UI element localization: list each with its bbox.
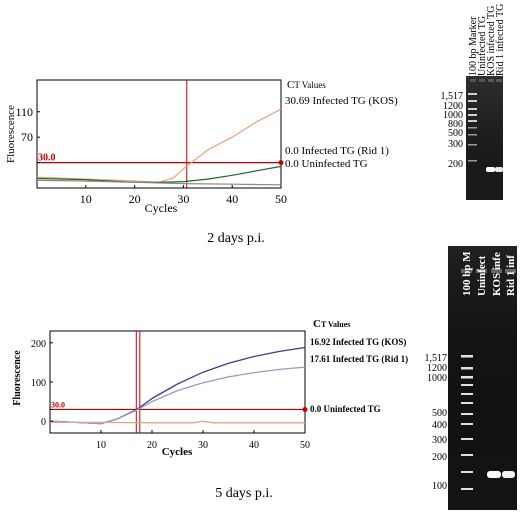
chart-2-ytick-label: 0 [41,417,46,428]
chart-1-legend: CT Values 30.69 Infected TG (KOS) 0.0 In… [285,79,398,170]
chart-2-legend-item-rid1: 17.61 Infected TG (Rid 1) [310,354,408,364]
chart-2-xtick-label: 10 [96,440,106,451]
gel-2-size-500: 500 [432,408,447,419]
gel-1-size-800: 800 [448,119,463,130]
chart-1-series-2 [36,179,282,186]
gel-1-band-rid1 [495,167,503,172]
chart-1-threshold-marker [278,160,284,166]
gel-1-lane-kos: KOS infected TG [486,6,497,76]
chart-2-xtick-label: 40 [249,440,259,451]
chart-1-series-1 [36,165,282,183]
gel-2-band-rid1 [502,471,515,478]
chart-1-legend-title-rest: T Values [294,80,326,90]
chart-1-plot-area [36,79,282,189]
chart-1-legend-item-rid1: 0.0 Infected TG (Rid 1) [285,145,389,157]
panel-1-caption: 2 days p.i. [207,231,265,246]
chart-2-legend-title-c: C [313,318,321,330]
chart-1-xtick-label: 40 [226,192,238,206]
chart-1-xtick-label: 20 [129,192,141,206]
gel-1-size-300: 300 [448,139,463,150]
chart-2-legend: CT Values 16.92 Infected TG (KOS) 17.61 … [310,318,408,414]
gel-1-band-kos [486,167,495,172]
gel-2-lane-marker: 100 bp M [461,251,473,296]
chart-1-ylabel: Fluorescence [5,105,17,163]
chart-2-threshold-marker [302,406,308,412]
svg-text:CT Values: CT Values [313,318,350,330]
chart-2-series-0 [49,346,306,425]
gel-2-band-kos [487,471,501,478]
gel-2: 1,517 1200 1000 500 400 300 200 100 100 … [425,246,517,510]
gel-1-lane-rid1: Rid 1 infected TG [495,4,506,76]
gel-1-size-1517: 1,517 [441,91,464,102]
chart-2-ytick-label: 30.0 [51,400,65,409]
chart-1-ytick-label: 70 [21,130,33,144]
chart-1-xlabel: Cycles [145,201,178,215]
gel-1-size-500: 500 [448,128,463,139]
gel-2-size-1517: 1,517 [425,353,448,364]
gel-2-ladder-bands [461,355,473,490]
chart-1-xtick-label: 50 [275,192,287,206]
chart-2-xtick-label: 20 [147,440,157,451]
chart-1-xtick-label: 10 [80,192,92,206]
chart-2-legend-item-kos: 16.92 Infected TG (KOS) [310,337,406,347]
gel-2-size-400: 400 [432,420,447,431]
gel-2-size-100: 100 [432,481,447,492]
gel-2-lane-kos: KOS infe [491,252,503,296]
chart-2-series-1 [49,366,306,425]
chart-1-series-0 [36,108,282,183]
chart-2-ylabel: Fluorescence [12,350,23,406]
gel-1: 1,517 1200 1000 800 300 200 100 bp Marke… [441,4,506,200]
gel-2-size-1000: 1000 [427,373,447,384]
chart-1-legend-item-uninfected: 0.0 Uninfected TG [285,158,368,170]
svg-text:CT Values: CT Values [287,79,326,91]
gel-1-size-1000: 1000 [443,110,463,121]
gel-2-size-1200: 1200 [427,363,447,374]
gel-2-lane-rid1: Rid 1 inf [505,255,517,296]
gel-1-ladder-bands [468,93,477,162]
chart-2-xtick-label: 50 [300,440,310,451]
chart-1-legend-item-kos: 30.69 Infected TG (KOS) [285,95,398,107]
chart-1-ytick-label: 30.0 [38,153,56,164]
chart-2-series-2 [50,420,305,424]
chart-2: 10 20 30 40 50 0 30.0 100 200 Cycles Fluorescenc… [12,318,408,501]
chart-2-ytick-label: 200 [31,339,46,350]
gel-2-size-200: 200 [432,452,447,463]
gel-1-size-200: 200 [448,159,463,170]
chart-1-ytick-label: 110 [15,105,33,119]
gel-1-lane-marker: 100 bp Marker [468,16,479,76]
chart-1-legend-title-c: C [287,79,294,91]
chart-2-ytick-label: 100 [31,378,46,389]
chart-2-legend-item-uninfected: 0.0 Uninfected TG [310,404,381,414]
gel-2-lane-uninfected: Uninfect [476,255,488,296]
chart-2-plot-area [49,330,306,434]
gel-1-lane-uninfected: Uninfected TG [477,16,488,76]
gel-1-size-1200: 1200 [443,101,463,112]
gel-2-size-300: 300 [432,435,447,446]
chart-2-xtick-label: 30 [198,440,208,451]
chart-2-legend-title-rest: T Values [321,320,350,329]
panel-2-caption: 5 days p.i. [215,486,273,501]
chart-2-xlabel: Cycles [162,446,193,458]
chart-1-xtick-label: 30 [177,192,189,206]
